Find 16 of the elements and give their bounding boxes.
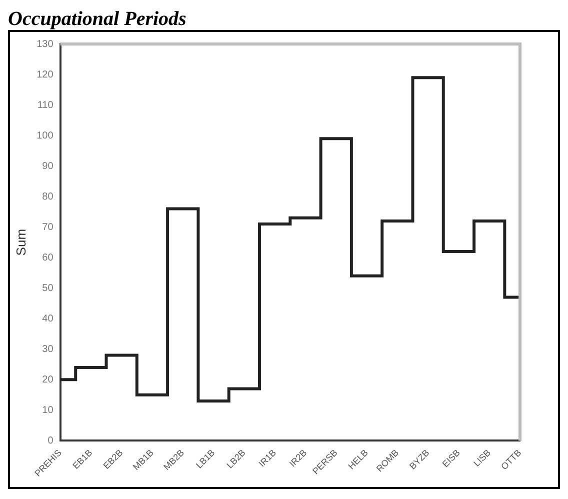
y-tick-label: 10 (42, 404, 54, 416)
y-tick-label: 100 (36, 130, 54, 142)
y-tick-label: 30 (42, 344, 54, 355)
chart-title: Occupational Periods (8, 8, 188, 30)
y-tick-label: 0 (48, 435, 54, 446)
y-tick-label: 40 (42, 313, 54, 324)
y-tick-label: 70 (42, 222, 54, 233)
y-tick-label: 80 (42, 191, 54, 202)
y-tick-label: 110 (37, 100, 54, 111)
y-axis-title: Sum (13, 228, 28, 256)
y-tick-label: 120 (36, 69, 54, 80)
y-tick-label: 90 (42, 160, 54, 172)
y-tick-label: 20 (42, 374, 54, 386)
y-tick-label: 60 (42, 252, 54, 264)
y-tick-label: 130 (36, 38, 54, 50)
y-tick-label: 50 (42, 282, 54, 294)
